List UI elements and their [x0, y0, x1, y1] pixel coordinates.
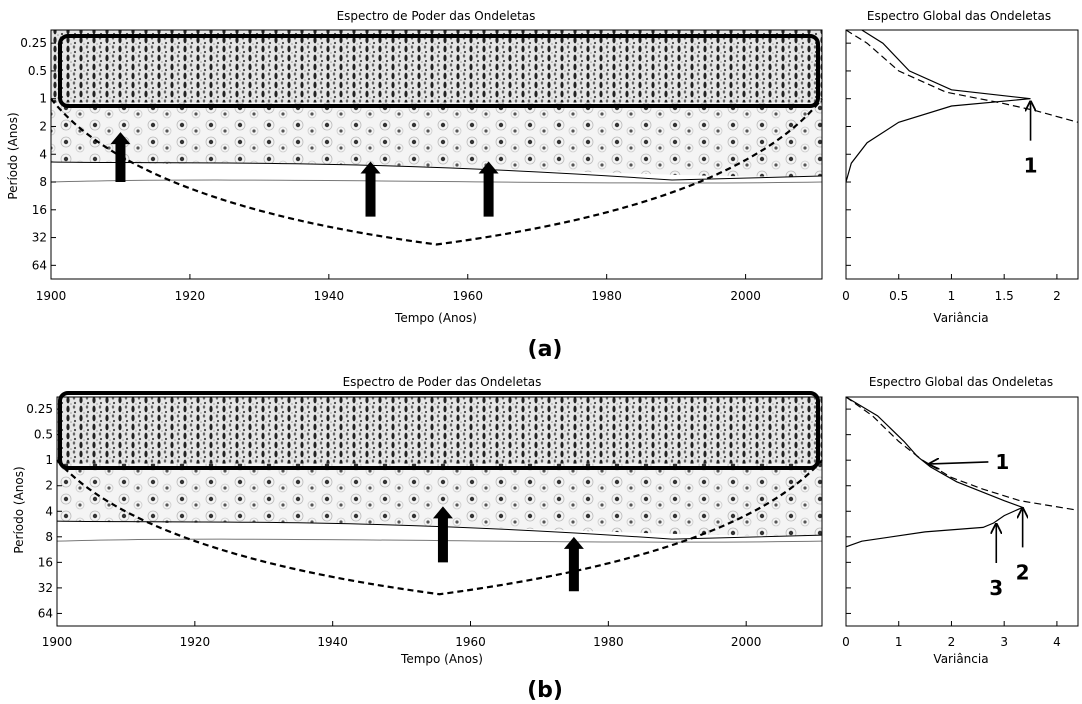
wavelet-b-xlabel: Tempo (Anos) — [400, 652, 483, 666]
wavelet-contour-line — [50, 179, 823, 184]
y-tick-label: 8 — [39, 175, 47, 189]
highlight-box — [58, 34, 820, 108]
x-tick-label: 2000 — [730, 289, 761, 303]
global-spectrum-line — [845, 29, 1031, 183]
x-tick-label: 1900 — [42, 635, 73, 649]
y-tick-label: 64 — [38, 606, 53, 620]
global-x-tick-label: 3 — [1000, 635, 1008, 649]
y-tick-label: 2 — [45, 479, 53, 493]
event-arrow — [360, 161, 381, 217]
global-a: Espectro Global das Ondeletas 0 0.5 1 1.5 2 1… — [842, 9, 1079, 325]
y-tick-label: 4 — [45, 504, 53, 518]
event-arrow — [432, 506, 453, 563]
global-b-title: Espectro Global das Ondeletas — [869, 375, 1053, 389]
event-arrow — [110, 132, 131, 183]
panel-label-b: (b) — [527, 678, 563, 703]
peak-label: 2 — [1016, 560, 1030, 584]
wavelet-contour-edge — [50, 161, 823, 181]
global-x-tick-label: 2 — [948, 635, 956, 649]
global-a-plot: 0 0.5 1 1.5 2 1 — [842, 29, 1079, 303]
global-x-tick-label: 4 — [1053, 635, 1061, 649]
peak-label: 1 — [995, 450, 1009, 474]
wavelet-noise-texture — [57, 397, 822, 464]
peak-label: 3 — [989, 576, 1003, 600]
global-spectrum-line — [845, 396, 1025, 548]
y-tick-label: 32 — [32, 231, 47, 245]
y-tick-label: 2 — [39, 119, 47, 133]
global-x-tick-label: 2 — [1053, 289, 1061, 303]
x-tick-label: 1940 — [314, 289, 345, 303]
event-arrow — [478, 161, 499, 217]
y-tick-label: 1 — [45, 453, 53, 467]
wavelet-a: Espectro de Poder das Ondeletas 1900 1920… — [6, 9, 823, 325]
wavelet-contour-edge — [56, 520, 823, 540]
peak-label: 1 — [1024, 154, 1038, 178]
global-a-xlabel: Variância — [933, 311, 988, 325]
global-axes-frame — [845, 396, 1079, 627]
wavelet-b: Espectro de Poder das Ondeletas 1900 1920… — [12, 375, 823, 666]
y-tick-label: 0.25 — [20, 36, 47, 50]
global-x-tick-label: 0 — [842, 289, 850, 303]
global-b-xlabel: Variância — [933, 652, 988, 666]
y-tick-label: 8 — [45, 530, 53, 544]
x-tick-label: 1920 — [180, 635, 211, 649]
y-tick-label: 64 — [32, 258, 47, 272]
wavelet-b-ylabel: Período (Anos) — [12, 466, 26, 553]
wavelet-a-xlabel: Tempo (Anos) — [394, 311, 477, 325]
y-tick-label: 16 — [32, 203, 47, 217]
wavelet-contour-band — [57, 463, 822, 536]
global-x-tick-label: 1 — [895, 635, 903, 649]
y-tick-label: 0.25 — [26, 402, 53, 416]
global-x-tick-label: 1 — [948, 289, 956, 303]
x-tick-label: 1960 — [455, 635, 486, 649]
x-tick-label: 1980 — [593, 635, 624, 649]
x-tick-label: 2000 — [731, 635, 762, 649]
x-tick-label: 1960 — [452, 289, 483, 303]
wavelet-b-title: Espectro de Poder das Ondeletas — [343, 375, 542, 389]
wavelet-a-ylabel: Período (Anos) — [6, 112, 20, 199]
cone-of-influence — [56, 459, 823, 596]
global-a-title: Espectro Global das Ondeletas — [867, 9, 1051, 23]
y-tick-label: 1 — [39, 92, 47, 106]
y-tick-label: 4 — [39, 147, 47, 161]
x-tick-label: 1980 — [591, 289, 622, 303]
y-tick-label: 0.5 — [28, 64, 47, 78]
x-tick-label: 1940 — [317, 635, 348, 649]
y-tick-label: 0.5 — [34, 428, 53, 442]
wavelet-contour-line — [56, 538, 823, 543]
wavelet-noise-texture — [51, 30, 822, 103]
wavelet-contour-band — [51, 102, 822, 177]
cone-of-influence — [50, 98, 823, 246]
global-x-tick-label: 1.5 — [995, 289, 1014, 303]
y-tick-label: 32 — [38, 581, 53, 595]
wavelet-a-title: Espectro de Poder das Ondeletas — [337, 9, 536, 23]
panel-label-a: (a) — [528, 337, 563, 362]
y-tick-label: 16 — [38, 555, 53, 569]
x-tick-label: 1920 — [175, 289, 206, 303]
wavelet-a-plot: 1900 1920 1940 1960 1980 2000 0.25 0.5 1 2 4 8 16 32 6… — [20, 29, 823, 303]
event-arrow — [563, 536, 584, 592]
global-x-tick-label: 0.5 — [889, 289, 908, 303]
peak-arrow — [930, 462, 989, 464]
global-x-tick-label: 0 — [842, 635, 850, 649]
global-axes-frame — [845, 29, 1079, 280]
highlight-box — [58, 391, 820, 470]
x-tick-label: 1900 — [36, 289, 67, 303]
wavelet-b-plot: 1900 1920 1940 1960 1980 2000 0.25 0.5 1 2 4 8 16 32 6… — [26, 391, 823, 649]
